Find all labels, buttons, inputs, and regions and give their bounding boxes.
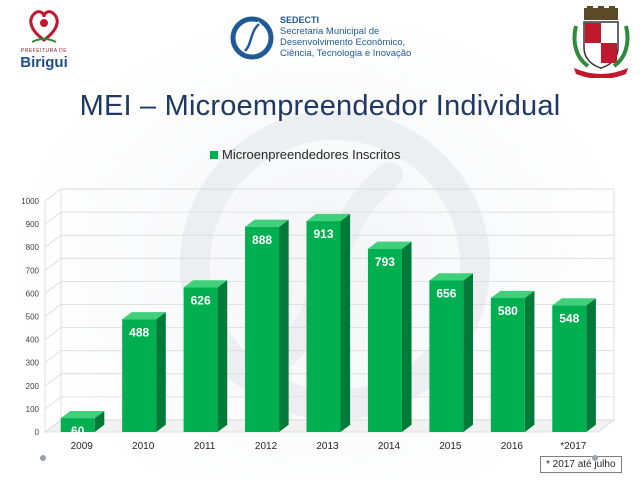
bar-side xyxy=(524,290,535,432)
bar-side xyxy=(401,241,412,432)
bar xyxy=(490,298,525,432)
gridline xyxy=(44,211,614,225)
x-tick-label: 2013 xyxy=(316,441,339,452)
bar-side xyxy=(217,280,228,432)
y-tick-label: 900 xyxy=(26,220,40,229)
bar-top xyxy=(306,213,351,222)
footnote: * 2017 até julho xyxy=(540,456,622,473)
bar-side xyxy=(279,219,289,432)
bar xyxy=(552,305,587,432)
bar-side xyxy=(586,298,596,432)
sedecti-mark-icon xyxy=(230,16,274,60)
x-tick-label: 2009 xyxy=(71,441,94,452)
slide-title: MEI – Microempreendedor Individual xyxy=(79,90,561,122)
data-label: 548 xyxy=(559,311,579,325)
nav-dot-right xyxy=(592,455,598,461)
prefeitura-logo: PREFEITURA DE Birigui xyxy=(8,6,80,72)
y-tick-label: 300 xyxy=(26,359,40,368)
bar-top xyxy=(183,280,228,288)
x-tick-label: 2014 xyxy=(378,441,401,452)
x-tick-label: 2010 xyxy=(132,441,155,452)
y-tick-label: 100 xyxy=(26,405,40,414)
bar-side xyxy=(156,312,166,432)
sedecti-brand: SEDECTI xyxy=(280,15,320,25)
sedecti-line-3: Ciência, Tecnologia e Inovação xyxy=(280,48,412,59)
y-tick-label: 800 xyxy=(26,243,40,252)
bar xyxy=(245,226,280,432)
y-tick-label: 500 xyxy=(26,313,40,322)
heart-logo-icon xyxy=(29,10,59,43)
x-tick-label: 2012 xyxy=(255,441,278,452)
data-label: 60 xyxy=(71,424,85,438)
legend-label: Microenpreendedores Inscritos xyxy=(222,147,401,162)
data-label: 793 xyxy=(375,255,395,269)
bar-top xyxy=(490,290,535,299)
city-name: Birigui xyxy=(20,54,68,71)
coat-of-arms-icon xyxy=(572,6,630,78)
legend-swatch xyxy=(210,151,218,159)
sedecti-line-1: Secretaria Municipal de xyxy=(280,26,380,37)
prefeitura-label: PREFEITURA DE xyxy=(20,48,68,54)
y-tick-label: 200 xyxy=(26,382,40,391)
y-tick-label: 700 xyxy=(26,266,40,275)
x-tick-label: 2015 xyxy=(439,441,462,452)
y-tick-label: 400 xyxy=(26,336,40,345)
sedecti-logo: SEDECTI Secretaria Municipal de Desenvol… xyxy=(228,14,428,70)
y-tick-label: 0 xyxy=(35,428,40,437)
bar-top xyxy=(245,219,289,227)
gridline xyxy=(44,257,614,271)
data-label: 488 xyxy=(129,325,149,339)
data-label: 580 xyxy=(498,304,518,318)
data-label: 626 xyxy=(191,293,211,307)
bar xyxy=(306,221,341,432)
bar xyxy=(367,248,402,432)
y-tick-label: 1000 xyxy=(21,197,39,206)
bar-side xyxy=(340,213,351,432)
gridline xyxy=(44,188,614,202)
x-tick-label: 2011 xyxy=(194,441,216,452)
bar-top xyxy=(552,298,596,306)
nav-dot-left xyxy=(40,455,46,461)
y-tick-label: 600 xyxy=(26,289,40,298)
sedecti-line-2: Desenvolvimento Econômico, xyxy=(280,37,406,48)
gridline xyxy=(44,234,614,248)
bar-top xyxy=(429,273,473,281)
data-label: 656 xyxy=(436,286,456,300)
bar xyxy=(122,319,157,432)
data-label: 913 xyxy=(313,227,333,241)
bar-top xyxy=(60,410,105,419)
bar-side xyxy=(94,410,105,432)
x-tick-label: 2016 xyxy=(501,441,524,452)
x-tick-label: *2017 xyxy=(560,441,587,452)
bar-side xyxy=(463,273,473,432)
bar xyxy=(429,280,464,432)
data-label: 888 xyxy=(252,233,272,247)
bar-top xyxy=(367,241,412,249)
bar xyxy=(60,418,95,432)
bar-top xyxy=(122,312,166,320)
bar xyxy=(183,287,218,432)
